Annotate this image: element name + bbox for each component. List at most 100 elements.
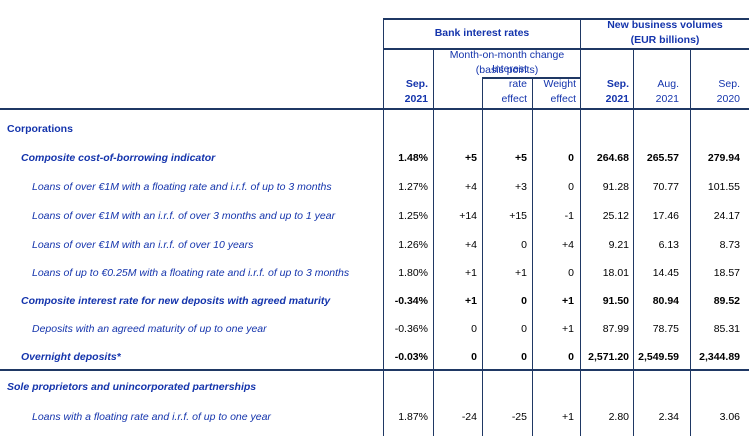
cell-volume-sep-2020: 3.06	[719, 411, 740, 423]
cell-volume-sep-2020: 89.52	[713, 295, 740, 307]
cell-volume-sep-2021: 264.68	[596, 152, 629, 164]
cell-rate: 1.25%	[398, 210, 428, 222]
cell-rate: -0.34%	[394, 295, 428, 307]
vline-label-divider	[382, 18, 384, 436]
cell-rate: 1.80%	[398, 267, 428, 279]
cell-rate: 1.48%	[398, 152, 428, 164]
table-row-composite-deposits: Composite interest rate for new deposits…	[0, 292, 749, 310]
hline-header-bottom	[0, 108, 749, 110]
cell-volume-aug-2021: 6.13	[658, 239, 679, 251]
vline-vol1-divider	[632, 48, 634, 436]
row-label: Loans of over €1M with an i.r.f. of over…	[32, 239, 254, 251]
cell-weight-effect: 0	[568, 351, 574, 363]
row-label: Deposits with an agreed maturity of up t…	[32, 323, 267, 335]
row-label: Overnight deposits*	[21, 351, 121, 363]
cell-interest-rate-effect: +5	[515, 152, 527, 164]
cell-rate: -0.03%	[394, 351, 428, 363]
cell-weight-effect: +1	[562, 295, 574, 307]
cell-volume-sep-2020: 18.57	[713, 267, 740, 279]
row-label: Loans with a floating rate and i.r.f. of…	[32, 411, 271, 423]
table-row-deposits-1y: Deposits with an agreed maturity of up t…	[0, 320, 749, 338]
cell-interest-rate-effect: -25	[511, 411, 527, 423]
row-label: Composite interest rate for new deposits…	[21, 295, 331, 307]
cell-volume-aug-2021: 14.45	[652, 267, 679, 279]
table-row-loans-1m-3m-1y: Loans of over €1M with an i.r.f. of over…	[0, 207, 749, 225]
cell-interest-rate-effect: +1	[515, 267, 527, 279]
cell-weight-effect: +1	[562, 411, 574, 423]
hline-table-top	[383, 18, 749, 20]
cell-volume-sep-2020: 279.94	[707, 152, 740, 164]
cell-rate: 1.87%	[398, 411, 428, 423]
table-row-loans-025m-floating: Loans of up to €0.25M with a floating ra…	[0, 264, 749, 282]
table-row-sole-proprietors: Sole proprietors and unincorporated part…	[0, 378, 749, 396]
cell-volume-sep-2020: 85.31	[713, 323, 740, 335]
cell-volume-aug-2021: 265.57	[646, 152, 679, 164]
cell-interest-rate-effect: 0	[521, 351, 527, 363]
vline-weight-divider	[531, 77, 533, 436]
hline-effects-top	[482, 77, 580, 79]
cell-mom-change: +4	[465, 181, 477, 193]
cell-volume-sep-2020: 24.17	[713, 210, 740, 222]
table-row-overnight-deposits: Overnight deposits* -0.03% 0 0 0 2,571.2…	[0, 348, 749, 366]
cell-mom-change: +1	[465, 295, 477, 307]
cell-interest-rate-effect: 0	[521, 323, 527, 335]
cell-rate: 1.27%	[398, 181, 428, 193]
hline-section-divider	[0, 369, 749, 371]
hline-group-bottom	[383, 48, 749, 50]
col-header-interest-rate-effect: Interest rate effect	[491, 63, 527, 105]
cell-volume-aug-2021: 78.75	[652, 323, 679, 335]
cell-weight-effect: 0	[568, 181, 574, 193]
cell-volume-sep-2021: 91.28	[602, 181, 629, 193]
cell-weight-effect: +1	[562, 323, 574, 335]
cell-weight-effect: -1	[564, 210, 574, 222]
cell-volume-sep-2021: 91.50	[602, 295, 629, 307]
cell-volume-sep-2021: 9.21	[608, 239, 629, 251]
col-header-weight-effect: Weight effect	[543, 78, 577, 105]
cell-weight-effect: 0	[568, 267, 574, 279]
table-row-composite-borrowing: Composite cost-of-borrowing indicator 1.…	[0, 149, 749, 167]
cell-volume-sep-2020: 101.55	[707, 181, 740, 193]
cell-mom-change: +4	[465, 239, 477, 251]
table-row-loans-1m-10y: Loans of over €1M with an i.r.f. of over…	[0, 236, 749, 254]
cell-volume-sep-2021: 87.99	[602, 323, 629, 335]
cell-volume-aug-2021: 17.46	[652, 210, 679, 222]
cell-volume-aug-2021: 80.94	[652, 295, 679, 307]
table-row-loans-floating-1y: Loans with a floating rate and i.r.f. of…	[0, 408, 749, 426]
cell-mom-change: 0	[471, 323, 477, 335]
vline-volumes-divider	[579, 18, 581, 436]
cell-mom-change: +5	[465, 152, 477, 164]
row-label: Loans of over €1M with an i.r.f. of over…	[32, 210, 336, 222]
cell-volume-aug-2021: 2.34	[658, 411, 679, 423]
cell-interest-rate-effect: +3	[515, 181, 527, 193]
month-on-month-change-header: Month-on-month change (basis points)	[449, 49, 565, 76]
table-row-corporations: Corporations	[0, 120, 749, 138]
new-business-volumes-header: New business volumes (EUR billions)	[607, 18, 723, 46]
vline-vol2-divider	[689, 48, 691, 436]
cell-interest-rate-effect: +15	[509, 210, 527, 222]
cell-rate: -0.36%	[394, 323, 428, 335]
cell-volume-aug-2021: 2,549.59	[638, 351, 679, 363]
cell-volume-aug-2021: 70.77	[652, 181, 679, 193]
cell-volume-sep-2021: 18.01	[602, 267, 629, 279]
row-label: Loans of up to €0.25M with a floating ra…	[32, 267, 350, 279]
col-header-rate-sep-2021: Sep. 2021	[404, 78, 428, 105]
vline-ire-divider	[481, 77, 483, 436]
row-label: Composite cost-of-borrowing indicator	[21, 152, 216, 164]
cell-mom-change: 0	[471, 351, 477, 363]
row-label: Loans of over €1M with a floating rate a…	[32, 181, 332, 193]
cell-mom-change: -24	[461, 411, 477, 423]
col-header-volume-sep-2020: Sep. 2020	[716, 78, 740, 105]
cell-interest-rate-effect: 0	[521, 295, 527, 307]
cell-volume-sep-2021: 25.12	[602, 210, 629, 222]
cell-mom-change: +1	[465, 267, 477, 279]
cell-mom-change: +14	[459, 210, 477, 222]
vline-rate-divider	[432, 48, 434, 436]
col-header-volume-aug-2021: Aug. 2021	[655, 78, 679, 105]
row-label: Corporations	[7, 123, 73, 135]
row-label: Sole proprietors and unincorporated part…	[7, 381, 257, 393]
cell-volume-sep-2021: 2,571.20	[588, 351, 629, 363]
cell-rate: 1.26%	[398, 239, 428, 251]
col-header-volume-sep-2021: Sep. 2021	[605, 78, 629, 105]
cell-volume-sep-2021: 2.80	[608, 411, 629, 423]
